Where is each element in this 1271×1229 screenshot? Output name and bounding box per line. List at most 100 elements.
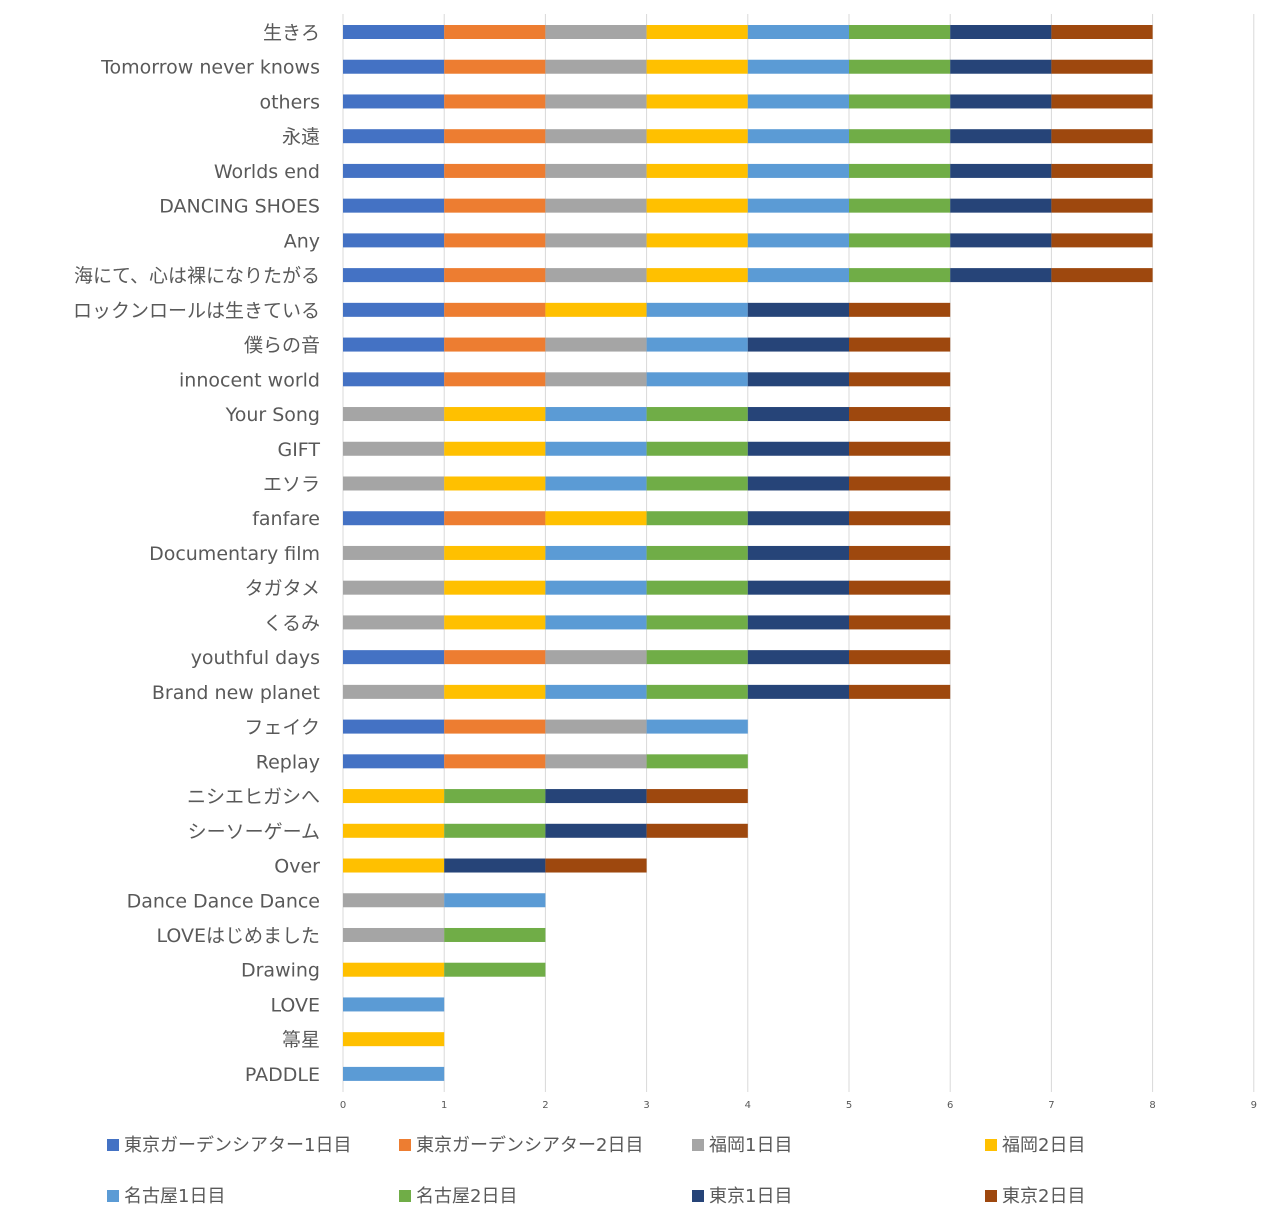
bar-segment	[343, 823, 445, 838]
bar-segment	[343, 441, 445, 456]
bar-segment	[444, 893, 546, 908]
bar-segment	[646, 163, 748, 178]
bar-segment	[747, 372, 849, 387]
legend-swatch	[107, 1139, 119, 1151]
category-label: GIFT	[277, 439, 320, 461]
category-label: Any	[284, 230, 320, 252]
bar-segment	[1051, 59, 1153, 74]
bar-segment	[343, 129, 445, 144]
bar-segment	[646, 650, 748, 665]
bar-segment	[444, 545, 546, 560]
bar-segment	[343, 754, 445, 769]
legend-swatch	[692, 1139, 704, 1151]
bar-segment	[849, 129, 951, 144]
legend: 東京ガーデンシアター1日目 東京ガーデンシアター2日目 福岡1日目 福岡2日目名古屋1…	[107, 1135, 1085, 1207]
bar-segment	[444, 302, 546, 317]
bar-segment	[747, 407, 849, 422]
bar-segment	[747, 25, 849, 39]
bar-segment	[545, 754, 647, 769]
bar-segment	[849, 25, 951, 39]
bar-segment	[950, 59, 1052, 74]
category-label: Worlds end	[214, 161, 320, 183]
bar-segment	[1051, 129, 1153, 144]
bar-segment	[747, 580, 849, 595]
bar-segment	[545, 615, 647, 630]
bar-segment	[950, 233, 1052, 248]
bar-segment	[444, 94, 546, 109]
bar-segment	[444, 233, 546, 248]
bar-segment	[444, 823, 546, 838]
bar-segment	[343, 25, 445, 39]
bar-segment	[444, 858, 546, 873]
bar-segment	[343, 615, 445, 630]
x-axis-ticks: 0 1 2 3 4 5 6 7 8 9	[340, 1100, 1257, 1111]
bar-segment	[646, 823, 748, 838]
bar-segment	[849, 684, 951, 699]
bar-segment	[646, 407, 748, 422]
bar-segment	[849, 372, 951, 387]
bar-segment	[545, 198, 647, 213]
bar-segment	[343, 650, 445, 665]
bar-segment	[545, 163, 647, 178]
bar-segment	[747, 511, 849, 526]
bar-segment	[545, 25, 647, 39]
bar-segment	[1051, 268, 1153, 283]
category-label: LOVE	[270, 994, 320, 1016]
bar-segment	[646, 337, 748, 352]
bar-segment	[444, 372, 546, 387]
legend-swatch	[985, 1190, 997, 1202]
bar-segment	[646, 615, 748, 630]
bar-segment	[343, 962, 445, 977]
bar-segment	[747, 233, 849, 248]
x-tick-label: 9	[1251, 1100, 1257, 1111]
bar-segment	[747, 441, 849, 456]
bar-segment	[444, 59, 546, 74]
bar-segment	[343, 372, 445, 387]
bar-segment	[444, 684, 546, 699]
bar-segment	[444, 650, 546, 665]
legend-label: 東京ガーデンシアター1日目	[124, 1135, 351, 1156]
bar-segment	[849, 407, 951, 422]
category-label: Over	[274, 856, 320, 878]
bar-segment	[444, 129, 546, 144]
category-label: Your Song	[225, 404, 320, 426]
legend-swatch	[692, 1190, 704, 1202]
bar-segment	[444, 407, 546, 422]
bar-segment	[343, 233, 445, 248]
bar-segment	[849, 198, 951, 213]
bar-segment	[545, 337, 647, 352]
bar-segment	[343, 302, 445, 317]
bar-segment	[343, 94, 445, 109]
bar-segment	[545, 407, 647, 422]
bars	[343, 25, 1153, 1081]
bar-segment	[343, 59, 445, 74]
bar-segment	[849, 337, 951, 352]
bar-segment	[444, 511, 546, 526]
bar-segment	[343, 997, 445, 1012]
bar-segment	[747, 163, 849, 178]
bar-segment	[343, 407, 445, 422]
bar-segment	[444, 337, 546, 352]
category-label: innocent world	[179, 369, 320, 391]
bar-segment	[747, 684, 849, 699]
bar-segment	[444, 476, 546, 491]
bar-segment	[646, 372, 748, 387]
bar-segment	[444, 268, 546, 283]
x-tick-label: 3	[643, 1100, 649, 1111]
bar-segment	[950, 129, 1052, 144]
bar-segment	[545, 823, 647, 838]
category-label: Tomorrow never knows	[100, 57, 320, 79]
bar-segment	[747, 615, 849, 630]
bar-segment	[849, 580, 951, 595]
category-label: 海にて、心は裸になりたがる	[74, 265, 320, 287]
category-label: エソラ	[263, 473, 320, 495]
bar-segment	[545, 441, 647, 456]
bar-segment	[545, 268, 647, 283]
bar-segment	[545, 59, 647, 74]
bar-segment	[950, 198, 1052, 213]
bar-segment	[444, 927, 546, 942]
category-label: Drawing	[241, 960, 320, 982]
bar-segment	[1051, 25, 1153, 39]
bar-segment	[747, 198, 849, 213]
bar-segment	[849, 650, 951, 665]
